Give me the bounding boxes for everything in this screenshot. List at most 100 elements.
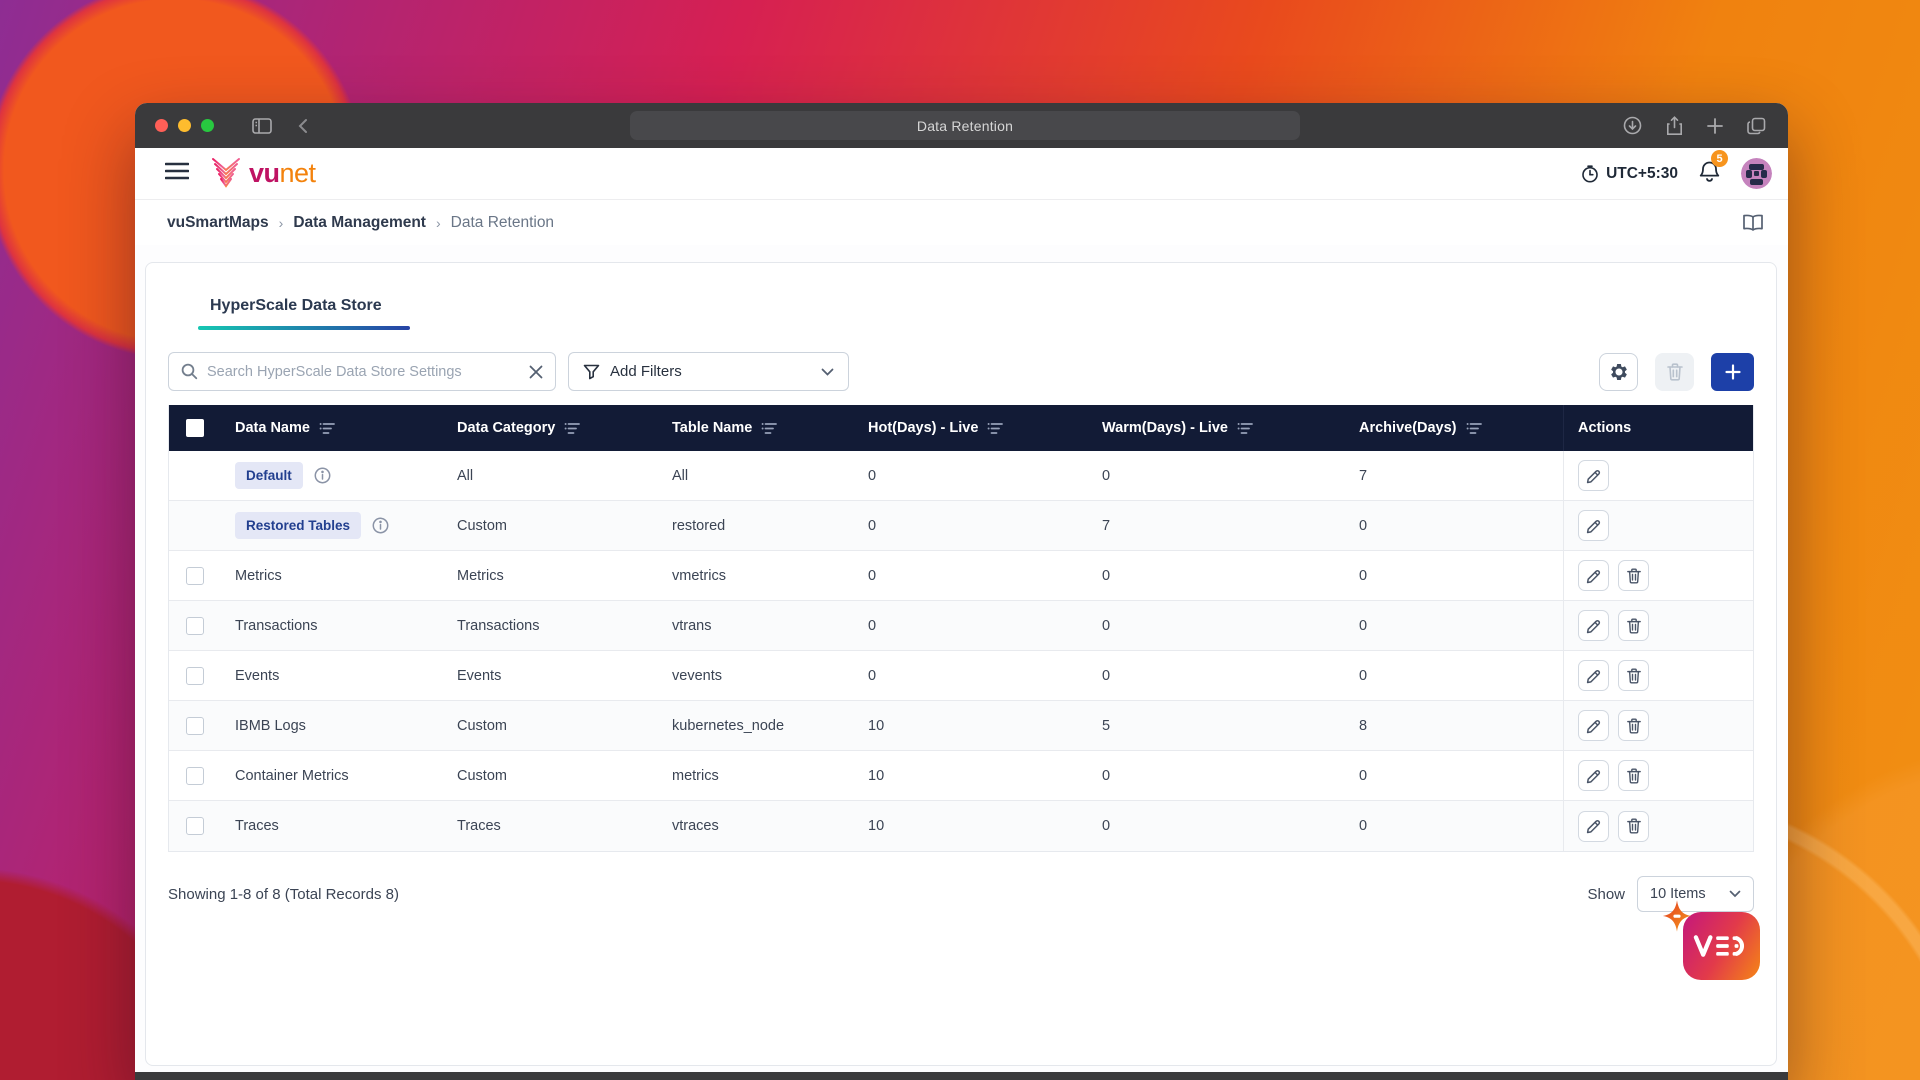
page-size-value: 10 Items bbox=[1650, 886, 1706, 902]
cell-actions bbox=[1563, 701, 1753, 750]
column-header-label: Table Name bbox=[672, 420, 753, 436]
app-header: vunet UTC+5:30 5 bbox=[135, 148, 1788, 200]
traffic-lights bbox=[155, 119, 214, 132]
page-title: Data Retention bbox=[916, 117, 1014, 134]
delete-row-button[interactable] bbox=[1618, 810, 1649, 842]
table-body: Default All All 0 0 7 Restored Tables Custom res… bbox=[169, 451, 1753, 851]
row-checkbox[interactable] bbox=[186, 716, 204, 735]
breadcrumb-data-retention: Data Retention bbox=[450, 214, 555, 231]
row-checkbox-cell bbox=[169, 716, 221, 735]
table-row: Transactions Transactions vtrans 0 0 0 bbox=[169, 601, 1753, 651]
downloads-icon[interactable] bbox=[1623, 116, 1642, 135]
share-icon[interactable] bbox=[1666, 115, 1683, 136]
chevron-down-icon bbox=[1729, 890, 1741, 898]
cell-warm-days: 5 bbox=[1102, 717, 1111, 734]
column-filter-icon[interactable] bbox=[1237, 422, 1253, 435]
timezone-display[interactable]: UTC+5:30 bbox=[1581, 165, 1678, 183]
edit-pencil-icon bbox=[1586, 619, 1600, 633]
table-row: Metrics Metrics vmetrics 0 0 0 bbox=[169, 551, 1753, 601]
add-retention-button[interactable] bbox=[1711, 352, 1754, 391]
sidebar-toggle-icon[interactable] bbox=[252, 117, 272, 134]
documentation-book-icon[interactable] bbox=[1742, 214, 1764, 232]
notifications-button[interactable]: 5 bbox=[1698, 150, 1728, 188]
edit-row-button[interactable] bbox=[1578, 810, 1609, 842]
delete-row-button[interactable] bbox=[1618, 660, 1649, 691]
cell-archive-days: 0 bbox=[1359, 667, 1368, 684]
search-input[interactable] bbox=[207, 363, 520, 380]
row-checkbox[interactable] bbox=[186, 666, 204, 685]
new-tab-icon[interactable] bbox=[1707, 117, 1723, 134]
info-icon[interactable] bbox=[314, 467, 331, 484]
breadcrumb-data-management[interactable]: Data Management bbox=[293, 214, 426, 231]
edit-row-button[interactable] bbox=[1578, 510, 1609, 541]
column-filter-icon[interactable] bbox=[987, 422, 1004, 435]
delete-row-button[interactable] bbox=[1618, 760, 1649, 791]
info-icon[interactable] bbox=[372, 517, 389, 534]
breadcrumb-separator: › bbox=[278, 215, 284, 231]
edit-row-button[interactable] bbox=[1578, 660, 1609, 691]
cell-hot-days: 0 bbox=[868, 617, 877, 634]
column-filter-icon[interactable] bbox=[1466, 422, 1482, 435]
edit-row-button[interactable] bbox=[1578, 460, 1609, 491]
row-checkbox[interactable] bbox=[186, 566, 204, 585]
row-checkbox[interactable] bbox=[186, 616, 204, 635]
row-checkbox-cell bbox=[169, 817, 221, 835]
cell-table-name: vmetrics bbox=[672, 567, 726, 584]
breadcrumb-vusmartmaps[interactable]: vuSmartMaps bbox=[167, 214, 269, 231]
user-avatar[interactable] bbox=[1741, 158, 1772, 189]
settings-button[interactable] bbox=[1599, 352, 1638, 391]
cell-actions bbox=[1563, 751, 1753, 800]
edit-row-button[interactable] bbox=[1578, 710, 1609, 741]
tab-overview-icon[interactable] bbox=[1747, 117, 1766, 135]
column-header-label: Warm(Days) - Live bbox=[1102, 420, 1228, 436]
edit-pencil-icon bbox=[1586, 769, 1600, 783]
column-header-table-name: Table Name bbox=[658, 420, 854, 436]
table-row: Restored Tables Custom restored 0 7 0 bbox=[169, 501, 1753, 551]
active-tab-underline bbox=[198, 326, 410, 330]
cell-warm-days: 0 bbox=[1102, 767, 1111, 784]
delete-row-button[interactable] bbox=[1618, 710, 1649, 741]
cell-data-category: All bbox=[457, 467, 474, 484]
edit-pencil-icon bbox=[1586, 669, 1600, 683]
table-toolbar: Add Filters bbox=[168, 352, 1754, 391]
delete-row-button[interactable] bbox=[1618, 560, 1649, 591]
search-box[interactable] bbox=[168, 352, 556, 391]
column-header-label: Archive(Days) bbox=[1359, 420, 1457, 436]
cell-data-name: IBMB Logs bbox=[235, 717, 306, 734]
add-filters-dropdown[interactable]: Add Filters bbox=[568, 352, 849, 391]
column-filter-icon[interactable] bbox=[319, 422, 335, 435]
delete-row-button[interactable] bbox=[1618, 610, 1649, 641]
address-bar[interactable]: Data Retention bbox=[630, 111, 1300, 140]
tab-hyperscale-data-store[interactable]: HyperScale Data Store bbox=[198, 297, 410, 330]
add-filters-label: Add Filters bbox=[610, 363, 682, 380]
page-content: HyperScale Data Store Add Filters bbox=[135, 245, 1788, 1072]
page-size-select[interactable]: 10 Items bbox=[1637, 876, 1754, 912]
back-chevron-icon[interactable] bbox=[298, 118, 308, 134]
cell-actions bbox=[1563, 601, 1753, 650]
cell-archive-days: 0 bbox=[1359, 818, 1368, 834]
cell-data-category: Custom bbox=[457, 717, 507, 734]
column-header-archive-days-: Archive(Days) bbox=[1345, 420, 1563, 436]
trash-icon bbox=[1666, 362, 1683, 381]
cell-hot-days: 0 bbox=[868, 567, 877, 584]
minimize-window-button[interactable] bbox=[178, 119, 191, 132]
edit-row-button[interactable] bbox=[1578, 760, 1609, 791]
funnel-icon bbox=[583, 364, 600, 379]
cell-table-name: vtraces bbox=[672, 818, 719, 834]
select-all-checkbox[interactable] bbox=[186, 419, 204, 437]
clear-search-icon[interactable] bbox=[529, 365, 543, 379]
column-header-warm-days-live: Warm(Days) - Live bbox=[1088, 420, 1345, 436]
cell-data-name: Transactions bbox=[235, 617, 318, 634]
delete-trash-icon bbox=[1626, 567, 1641, 584]
hamburger-menu-icon[interactable] bbox=[164, 162, 190, 185]
edit-row-button[interactable] bbox=[1578, 610, 1609, 641]
data-name-badge: Default bbox=[235, 462, 303, 489]
close-window-button[interactable] bbox=[155, 119, 168, 132]
column-filter-icon[interactable] bbox=[761, 422, 778, 435]
vunet-logo[interactable]: vunet bbox=[211, 157, 316, 191]
zoom-window-button[interactable] bbox=[201, 119, 214, 132]
column-filter-icon[interactable] bbox=[564, 422, 581, 435]
row-checkbox[interactable] bbox=[186, 766, 204, 785]
edit-row-button[interactable] bbox=[1578, 560, 1609, 591]
row-checkbox[interactable] bbox=[186, 817, 204, 835]
